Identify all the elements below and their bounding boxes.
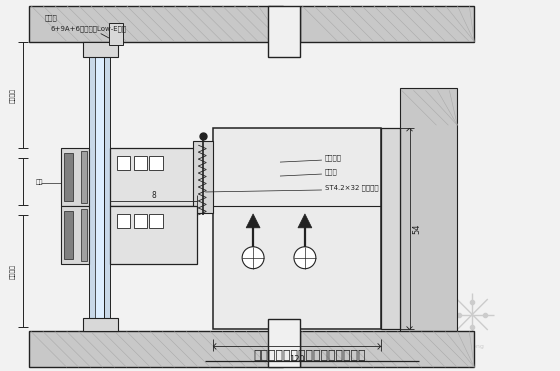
Bar [381,128,399,329]
Text: 外墙尺寸: 外墙尺寸 [10,88,16,103]
Text: 密封胶条: 密封胶条 [325,155,342,161]
Bar [81,209,87,261]
Bar [29,6,283,42]
Bar [399,88,458,339]
Bar [268,6,300,58]
Circle shape [294,247,316,269]
Bar [61,148,88,206]
Text: 等级: 等级 [36,179,44,185]
Text: 120: 120 [289,355,305,364]
Bar [116,156,129,170]
Bar [213,128,381,329]
Bar [64,211,73,259]
Text: 8: 8 [151,191,156,200]
Bar [268,319,300,367]
Polygon shape [298,214,312,228]
Text: 结构玻: 结构玻 [325,169,338,175]
Circle shape [242,247,264,269]
Bar [150,214,164,228]
Polygon shape [246,214,260,228]
Bar [29,331,283,367]
Bar [88,42,95,331]
Bar [133,156,147,170]
Bar [95,42,104,331]
Bar [133,214,147,228]
Text: 54: 54 [413,224,422,234]
Bar [300,331,474,367]
Bar [64,153,73,201]
Bar [150,156,164,170]
Bar [61,206,88,264]
Text: 外墙尺寸: 外墙尺寸 [10,264,16,279]
Bar [109,23,123,45]
Text: 6+9A+6钢化中空Low-E玻璃: 6+9A+6钢化中空Low-E玻璃 [51,25,127,32]
Bar [104,42,110,331]
Bar [83,42,118,58]
Bar [110,206,197,264]
Bar [81,151,87,203]
Bar [116,214,129,228]
Bar [83,318,118,331]
Bar [193,141,213,213]
Text: 玻璃钉: 玻璃钉 [44,14,57,21]
Bar [300,6,474,42]
Bar [110,148,197,206]
Text: zhulong: zhulong [460,344,485,349]
Text: 某明框玻璃幕墙（八）纵剖节点图: 某明框玻璃幕墙（八）纵剖节点图 [254,349,366,362]
Text: ST4.2×32 自钻螺钉: ST4.2×32 自钻螺钉 [325,185,379,191]
